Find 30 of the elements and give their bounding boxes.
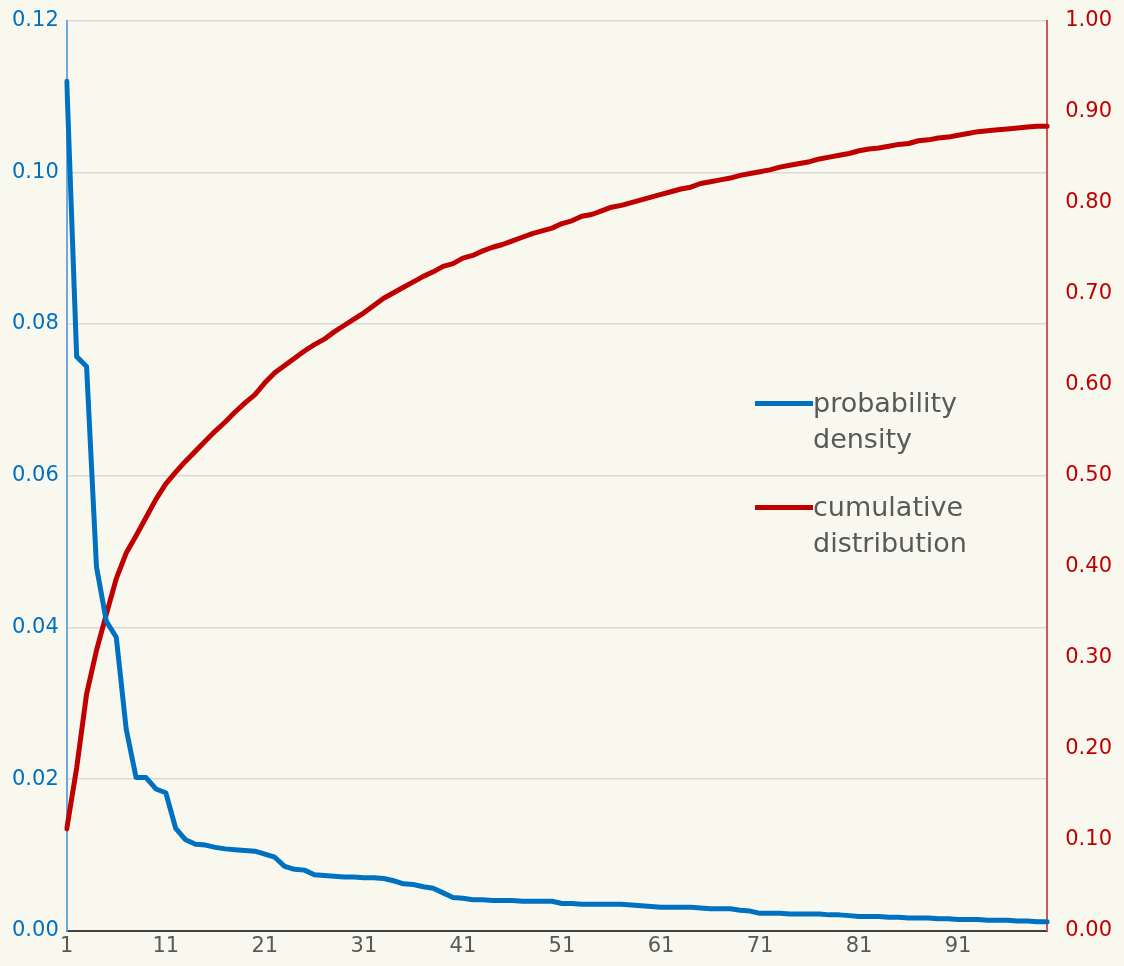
y2-tick-label: 0.80 xyxy=(1065,189,1113,214)
x-tick-label: 71 xyxy=(746,932,774,957)
x-tick-label: 91 xyxy=(944,932,972,957)
y-tick-label: 0.12 xyxy=(11,7,59,32)
y2-tick-label: 0.50 xyxy=(1065,462,1113,487)
legend-label: probability density xyxy=(813,386,959,456)
y-tick-label: 0.02 xyxy=(11,765,59,790)
y2-tick-label: 0.00 xyxy=(1065,917,1113,942)
y2-tick-label: 0.10 xyxy=(1065,826,1113,851)
y2-tick-label: 1.00 xyxy=(1065,7,1113,32)
y-tick-label: 0.10 xyxy=(11,158,59,183)
x-tick-label: 21 xyxy=(251,932,279,957)
y2-tick-label: 0.20 xyxy=(1065,735,1113,760)
x-tick-label: 81 xyxy=(845,932,873,957)
x-tick-label: 51 xyxy=(548,932,576,957)
x-tick-label: 11 xyxy=(152,932,180,957)
y2-tick-label: 0.60 xyxy=(1065,371,1113,396)
x-tick-label: 61 xyxy=(647,932,675,957)
y-tick-label: 0.04 xyxy=(11,613,59,638)
x-tick-label: 1 xyxy=(60,932,74,957)
y2-tick-label: 0.30 xyxy=(1065,644,1113,669)
y-tick-label: 0.06 xyxy=(11,462,59,487)
y-tick-label: 0.08 xyxy=(11,310,59,335)
x-tick-label: 41 xyxy=(449,932,477,957)
y2-tick-label: 0.90 xyxy=(1065,98,1113,123)
x-tick-label: 31 xyxy=(350,932,378,957)
y2-tick-label: 0.40 xyxy=(1065,553,1113,578)
y-tick-label: 0.00 xyxy=(11,917,59,942)
y2-tick-label: 0.70 xyxy=(1065,280,1113,305)
legend-label: cumulative distribution xyxy=(813,490,968,560)
